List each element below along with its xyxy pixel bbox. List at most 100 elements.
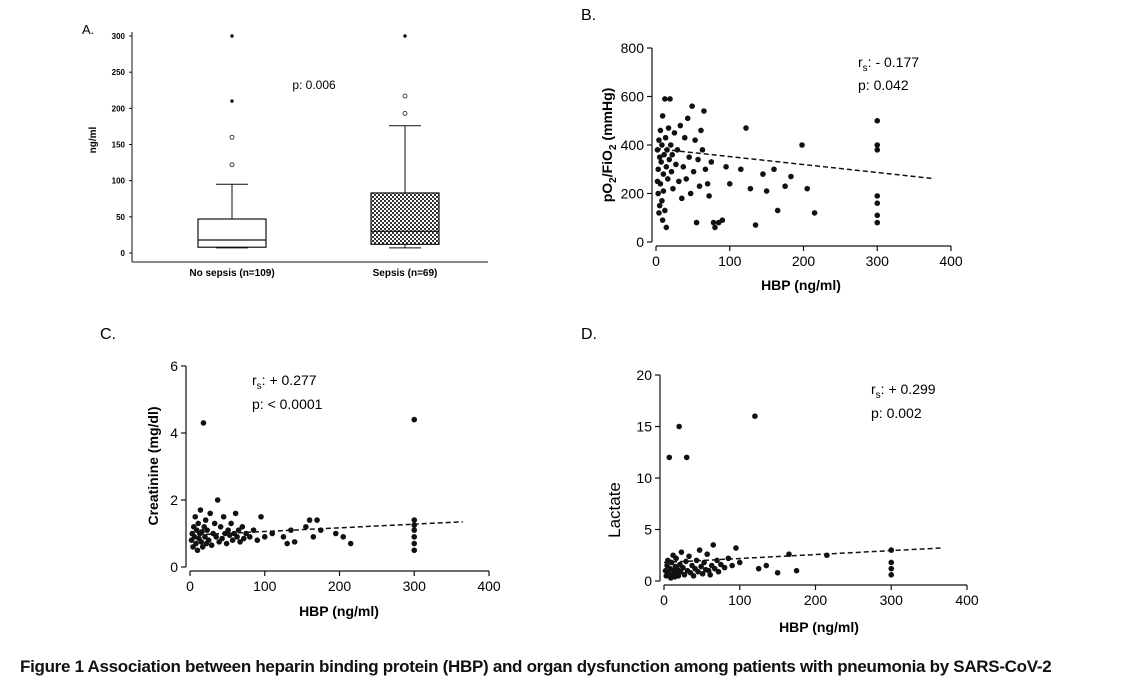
panel-c-point xyxy=(411,540,418,547)
panel-b-point xyxy=(702,166,709,173)
panel-b-point xyxy=(659,142,665,148)
panel-c-point xyxy=(232,510,239,517)
panel-d-point xyxy=(711,565,718,572)
panel-b-point xyxy=(706,193,712,199)
panel-d-point xyxy=(755,565,762,572)
panel-d-scatter: D. Lactate HBP (ng/ml) rs: + 0.299 p: 0.… xyxy=(581,326,979,635)
panel-c-point xyxy=(194,547,201,554)
figure-caption: Figure 1 Association between heparin bin… xyxy=(20,657,1052,676)
panel-a-ytick-label: 250 xyxy=(112,68,126,77)
panel-c-point xyxy=(411,534,418,540)
panel-b-point xyxy=(874,147,881,153)
panel-d-point xyxy=(824,552,830,559)
panel-b-point xyxy=(760,171,766,177)
panel-c-point xyxy=(214,497,221,503)
panel-d-point xyxy=(704,551,710,558)
panel-b-point xyxy=(726,181,733,187)
panel-d-ytick-label: 5 xyxy=(644,522,652,538)
panel-b-point xyxy=(804,185,810,192)
panel-c-point xyxy=(225,527,231,533)
panel-a-box xyxy=(370,192,440,245)
panel-b-point xyxy=(771,166,777,173)
panel-a-label: A. xyxy=(82,22,94,37)
panel-d-xtick-label: 400 xyxy=(955,592,979,608)
panel-b-point xyxy=(662,207,668,214)
panel-a-outlier xyxy=(402,110,408,116)
panel-a-outlier xyxy=(403,34,407,38)
panel-c-point xyxy=(284,540,290,547)
panel-c-point xyxy=(207,510,213,517)
panel-d-xtick-label: 100 xyxy=(728,592,752,608)
panel-c-point xyxy=(340,534,347,540)
panel-c-xtick-label: 400 xyxy=(477,578,501,594)
panel-a-outlier xyxy=(229,162,235,168)
panel-b-point xyxy=(660,188,667,194)
panel-d-point xyxy=(721,564,728,571)
panel-d-point xyxy=(686,553,692,560)
panel-d-xlabel: HBP (ng/ml) xyxy=(779,619,859,635)
panel-b-point xyxy=(752,222,759,228)
panel-c-point xyxy=(318,527,324,533)
panel-a-ytick-label: 150 xyxy=(112,141,126,150)
panel-c-point xyxy=(199,529,205,535)
panel-b-ytick-label: 0 xyxy=(636,234,644,250)
panel-b-point xyxy=(799,142,805,148)
panel-b-point xyxy=(667,96,673,102)
panel-c-point xyxy=(228,520,234,527)
panel-c-point xyxy=(217,524,224,530)
panel-b-point xyxy=(656,202,663,209)
panel-b-point xyxy=(656,137,662,143)
panel-b-point xyxy=(690,168,697,175)
panel-d-label: D. xyxy=(581,326,597,343)
panel-d-point xyxy=(888,547,895,553)
panel-c-point xyxy=(234,534,240,540)
panel-c-trend-line xyxy=(189,521,463,536)
panel-c-point xyxy=(347,540,354,547)
panel-b-label: B. xyxy=(581,7,596,24)
panel-c-point xyxy=(254,537,261,543)
panel-d-xtick-label: 0 xyxy=(660,592,668,608)
panel-c-point xyxy=(241,535,247,542)
panel-b-point xyxy=(874,200,881,206)
panel-b-point xyxy=(669,151,676,158)
panel-d-point xyxy=(888,565,895,572)
panel-c-point xyxy=(205,537,212,543)
panel-a-outlier xyxy=(230,99,234,103)
panel-c-label: C. xyxy=(100,326,116,343)
panel-b-point xyxy=(668,168,675,175)
panel-d-point xyxy=(701,559,707,566)
panel-b-point xyxy=(874,219,881,226)
panel-c-point xyxy=(314,517,320,523)
panel-d-ylabel: Lactate xyxy=(605,482,624,538)
panel-c-point xyxy=(198,539,205,545)
panel-b-point xyxy=(662,96,668,102)
panel-a-outlier xyxy=(402,93,408,99)
panel-b-point xyxy=(710,219,717,226)
panel-c-point xyxy=(191,534,198,540)
panel-c-ytick-label: 0 xyxy=(170,559,178,575)
panel-c-point xyxy=(291,539,298,545)
panel-c-point xyxy=(239,524,246,530)
panel-a-ytick-label: 50 xyxy=(116,213,125,222)
panel-b-trend-line xyxy=(655,147,933,180)
panel-d-point xyxy=(725,555,732,562)
panel-c-point xyxy=(235,527,242,533)
panel-b-point xyxy=(657,181,664,187)
panel-c-point xyxy=(202,534,208,540)
panel-b-xtick-label: 0 xyxy=(652,253,660,269)
panel-b-point xyxy=(692,137,698,143)
panel-a-boxplot: A. ng/ml p: 0.006 0 50 100 150 200 250 300 No … xyxy=(82,22,488,279)
panel-b-point xyxy=(670,185,676,192)
panel-d-point xyxy=(710,542,717,548)
panel-c-point xyxy=(306,517,313,523)
panel-b-point xyxy=(738,166,744,173)
panel-c-point xyxy=(269,530,276,537)
panel-c-point xyxy=(411,416,418,423)
panel-c-pvalue: p: < 0.0001 xyxy=(252,396,323,412)
panel-c-point xyxy=(213,534,219,540)
panel-d-point xyxy=(707,572,714,578)
panel-d-point xyxy=(714,557,720,564)
panel-b-ytick-label: 800 xyxy=(621,40,645,56)
panel-c-point xyxy=(258,513,264,520)
